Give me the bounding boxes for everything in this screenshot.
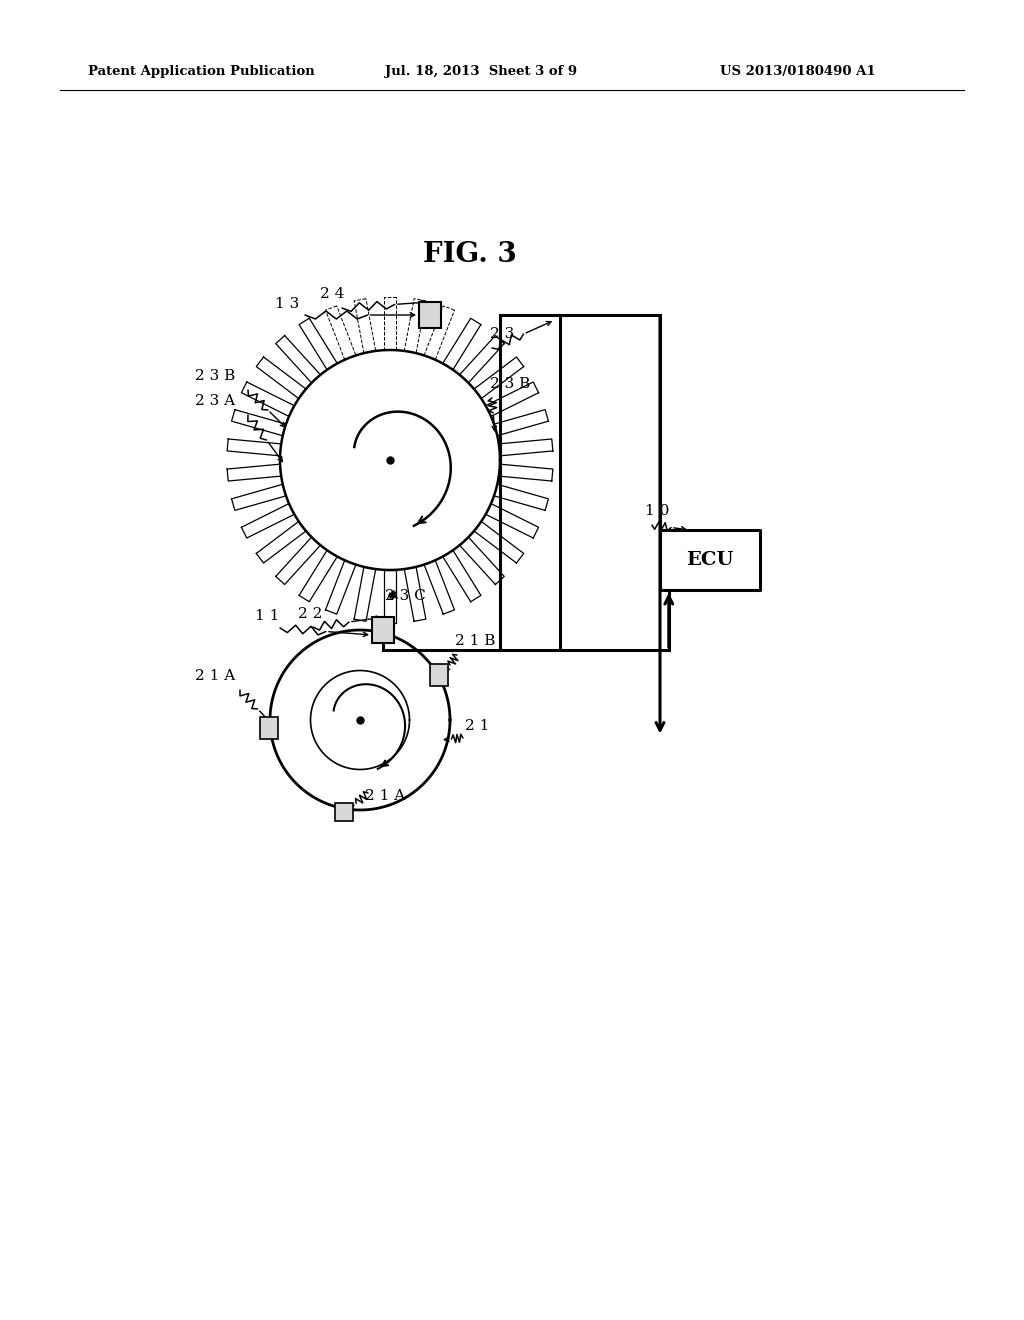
- Polygon shape: [242, 504, 294, 539]
- Polygon shape: [424, 561, 455, 614]
- Polygon shape: [275, 537, 321, 585]
- Polygon shape: [299, 550, 337, 602]
- Text: 2 3 B: 2 3 B: [490, 378, 530, 391]
- Polygon shape: [495, 409, 549, 436]
- Text: 2 3 A: 2 3 A: [195, 393, 236, 408]
- Text: 2 2: 2 2: [298, 607, 323, 620]
- Polygon shape: [275, 335, 321, 383]
- Polygon shape: [227, 465, 281, 480]
- Text: 2 1 A: 2 1 A: [195, 669, 236, 682]
- Bar: [419, 302, 441, 327]
- Text: 1 3: 1 3: [275, 297, 299, 312]
- Polygon shape: [326, 561, 356, 614]
- Polygon shape: [227, 440, 281, 455]
- Text: 2 3 C: 2 3 C: [385, 589, 426, 603]
- Text: 2 1: 2 1: [465, 719, 489, 733]
- Polygon shape: [460, 537, 504, 585]
- Bar: [372, 616, 394, 643]
- Polygon shape: [231, 484, 286, 511]
- Text: Patent Application Publication: Patent Application Publication: [88, 66, 314, 78]
- Polygon shape: [460, 335, 504, 383]
- Polygon shape: [442, 318, 481, 370]
- Text: ECU: ECU: [686, 550, 733, 569]
- Polygon shape: [354, 568, 376, 622]
- Polygon shape: [485, 381, 539, 416]
- Polygon shape: [231, 409, 286, 436]
- Text: US 2013/0180490 A1: US 2013/0180490 A1: [720, 66, 876, 78]
- Polygon shape: [256, 521, 306, 564]
- Polygon shape: [495, 484, 549, 511]
- Bar: [260, 717, 279, 739]
- Text: 2 3 B: 2 3 B: [195, 370, 236, 383]
- Polygon shape: [404, 568, 426, 622]
- Text: 1 1: 1 1: [255, 609, 280, 623]
- Polygon shape: [299, 318, 337, 370]
- Polygon shape: [384, 570, 396, 623]
- Bar: [430, 664, 447, 686]
- Text: 2 1 A: 2 1 A: [365, 789, 406, 803]
- Text: 1 0: 1 0: [645, 504, 670, 517]
- Text: 2 1 B: 2 1 B: [455, 634, 496, 648]
- Polygon shape: [256, 356, 306, 399]
- Bar: [336, 803, 353, 821]
- Polygon shape: [499, 465, 553, 480]
- Polygon shape: [499, 440, 553, 455]
- Polygon shape: [474, 356, 523, 399]
- Polygon shape: [442, 550, 481, 602]
- Text: FIG. 3: FIG. 3: [423, 242, 517, 268]
- Polygon shape: [474, 521, 523, 564]
- Text: 2 3: 2 3: [490, 327, 514, 341]
- Text: 2 4: 2 4: [319, 286, 344, 301]
- Text: Jul. 18, 2013  Sheet 3 of 9: Jul. 18, 2013 Sheet 3 of 9: [385, 66, 578, 78]
- Polygon shape: [485, 504, 539, 539]
- Polygon shape: [242, 381, 294, 416]
